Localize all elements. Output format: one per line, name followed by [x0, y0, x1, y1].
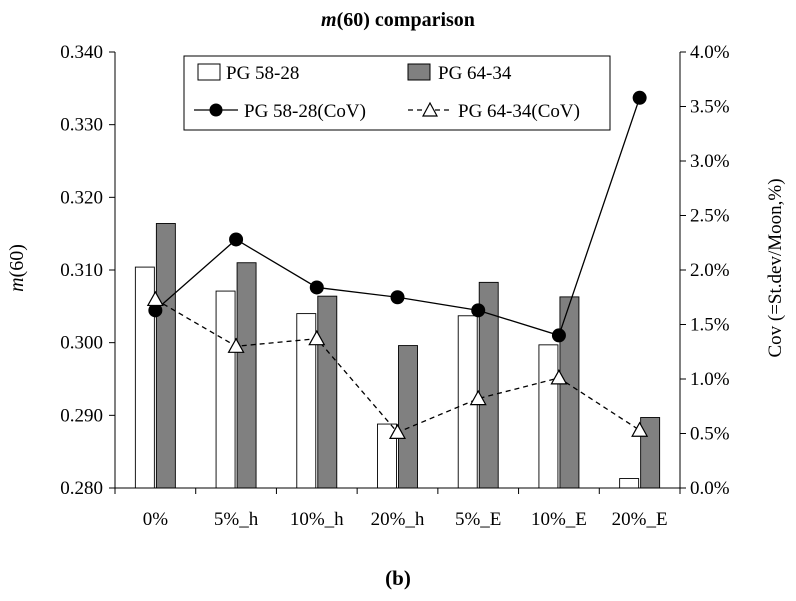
x-tick-label-1: 5%_h: [214, 509, 259, 530]
bar-pg-64-34-6: [640, 417, 661, 489]
x-tick-label-0: 0%: [143, 509, 169, 530]
legend-swatch-pg5828: [197, 63, 221, 81]
bar-pg-58-28-1: [215, 290, 236, 489]
y2-tick-label-0: 0.0%: [690, 478, 730, 499]
y2-tick-label-3: 1.5%: [690, 315, 730, 336]
y2-axis-label: Cov (=St.dev/Moon,%): [765, 178, 786, 357]
y-tick-label-4: 0.320: [60, 187, 103, 208]
x-tick-label-4: 5%_E: [455, 509, 501, 530]
y-tick-label-0: 0.280: [60, 478, 103, 499]
bar-pg-58-28-5: [538, 344, 559, 489]
marker-pg-64-34-cov-2: [308, 329, 326, 346]
marker-pg-58-28-cov-4: [471, 303, 486, 318]
legend: PG 58-28 PG 64-34 PG 58-28(CoV) PG 64-34…: [183, 55, 611, 131]
marker-pg-58-28-cov-3: [390, 290, 405, 305]
figure-caption: (b): [385, 566, 411, 590]
y2-tick-label-4: 2.0%: [690, 260, 730, 281]
y-tick-label-5: 0.330: [60, 115, 103, 136]
y2-tick-label-8: 4.0%: [690, 42, 730, 63]
y2-tick-label-5: 2.5%: [690, 206, 730, 227]
bar-pg-64-34-2: [317, 295, 338, 489]
marker-pg-58-28-cov-1: [229, 232, 244, 247]
plot-area: 0.280 0.290 0.300 0.310 0.320 0.330 0.340 0.0% 0…: [60, 42, 730, 530]
legend-label-pg6434: PG 64-34: [438, 63, 512, 84]
chart-title: m(60) comparison: [321, 9, 475, 31]
y-tick-label-6: 0.340: [60, 42, 103, 63]
marker-pg-64-34-cov-0: [146, 290, 164, 307]
marker-pg-58-28-cov-6: [632, 90, 647, 105]
marker-pg-58-28-cov-0: [148, 303, 163, 318]
y2-tick-label-2: 1.0%: [690, 369, 730, 390]
marker-pg-64-34-cov-6: [631, 421, 649, 437]
x-tick-label-3: 20%_h: [371, 509, 425, 530]
x-tick-label-2: 10%_h: [290, 509, 344, 530]
legend-label-pg5828: PG 58-28: [226, 63, 299, 84]
y-axis-label: m(60): [6, 244, 28, 292]
x-tick-label-5: 10%_E: [531, 509, 587, 530]
y-tick-label-3: 0.310: [60, 260, 103, 281]
bar-pg-64-34-3: [398, 345, 418, 489]
legend-swatch-pg6434: [407, 63, 431, 81]
y-tick-label-2: 0.300: [60, 333, 103, 354]
bar-pg-64-34-0: [155, 223, 176, 489]
legend-label-pg5828-cov: PG 58-28(CoV): [244, 101, 366, 122]
marker-pg-58-28-cov-5: [551, 328, 566, 343]
marker-pg-58-28-cov-2: [309, 280, 324, 295]
legend-marker-pg5828-cov: [209, 103, 223, 117]
bar-pg-58-28-6: [619, 478, 640, 489]
legend-marker-pg6434-cov: [421, 101, 439, 117]
y-tick-label-1: 0.290: [60, 405, 103, 426]
marker-pg-64-34-cov-5: [550, 369, 568, 385]
bar-pg-64-34-1: [236, 262, 257, 489]
y2-tick-label-6: 3.0%: [690, 151, 730, 172]
marker-pg-64-34-cov-1: [227, 337, 245, 353]
legend-box: [183, 55, 611, 131]
y2-tick-label-7: 3.5%: [690, 97, 730, 118]
legend-label-pg6434-cov: PG 64-34(CoV): [458, 101, 580, 122]
x-tick-label-6: 20%_E: [612, 509, 668, 530]
marker-pg-64-34-cov-4: [469, 389, 487, 406]
y2-tick-label-1: 0.5%: [690, 424, 730, 445]
marker-pg-64-34-cov-3: [388, 423, 407, 440]
